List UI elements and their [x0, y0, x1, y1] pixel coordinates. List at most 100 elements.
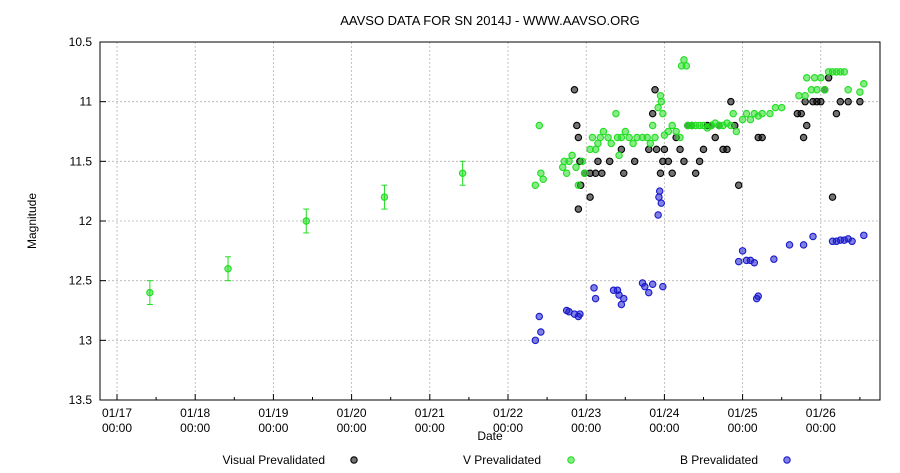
- data-point: [643, 133, 651, 142]
- y-tick-label: 12: [79, 214, 93, 228]
- data-point: [680, 157, 688, 166]
- plot-area: [146, 56, 868, 345]
- x-tick-sublabel: 00:00: [571, 421, 601, 435]
- data-point: [817, 74, 825, 82]
- data-point: [572, 163, 580, 172]
- x-tick-sublabel: 00:00: [415, 421, 445, 435]
- data-point: [801, 91, 809, 100]
- data-point: [641, 282, 649, 291]
- data-point: [734, 181, 743, 189]
- data-point: [659, 282, 667, 291]
- y-tick-label: 10.5: [69, 35, 93, 49]
- y-axis-label: Magnitude: [25, 193, 39, 249]
- x-tick-label: 01/18: [180, 406, 210, 420]
- data-point: [558, 163, 567, 172]
- data-point: [766, 109, 774, 118]
- data-point: [648, 280, 657, 288]
- data-point: [802, 121, 811, 130]
- data-point: [738, 115, 747, 124]
- legend-marker: [567, 456, 575, 464]
- data-point: [664, 127, 673, 136]
- x-tick-sublabel: 00:00: [337, 421, 367, 435]
- data-point: [562, 169, 571, 178]
- data-point: [539, 175, 547, 183]
- data-point: [860, 231, 868, 240]
- data-point: [645, 145, 653, 154]
- data-point: [531, 181, 540, 189]
- data-point: [799, 133, 808, 142]
- x-tick-sublabel: 00:00: [258, 421, 288, 435]
- data-point: [573, 121, 581, 130]
- series-v-prevalidated: [146, 56, 868, 297]
- data-point: [844, 85, 852, 94]
- data-point: [574, 133, 583, 142]
- axis-ticks: 01/1700:0001/1800:0001/1900:0001/2000:00…: [69, 35, 861, 435]
- data-point: [676, 133, 684, 142]
- data-point: [777, 103, 786, 112]
- x-axis-label: Date: [477, 429, 503, 443]
- series-b-prevalidated: [531, 187, 868, 345]
- data-point: [848, 237, 856, 246]
- data-point: [646, 139, 655, 148]
- chart-title: AAVSO DATA FOR SN 2014J - WWW.AAVSO.ORG: [340, 13, 640, 28]
- data-point: [809, 232, 817, 241]
- data-point: [711, 133, 719, 142]
- x-tick-sublabel: 00:00: [806, 421, 836, 435]
- data-point: [598, 169, 606, 178]
- data-point: [820, 85, 829, 94]
- data-point: [591, 294, 600, 303]
- legend-marker: [783, 456, 791, 464]
- data-point: [654, 103, 662, 112]
- data-point: [723, 145, 731, 154]
- data-point: [860, 80, 868, 88]
- data-point: [727, 121, 735, 130]
- data-point: [856, 97, 864, 106]
- data-point: [729, 109, 737, 118]
- data-point: [738, 247, 747, 255]
- legend-label: V Prevalidated: [463, 453, 541, 467]
- data-point: [770, 255, 778, 263]
- data-point: [734, 257, 743, 266]
- data-point: [785, 241, 794, 249]
- x-tick-label: 01/26: [806, 406, 836, 420]
- data-point: [657, 199, 666, 207]
- data-point: [576, 310, 584, 318]
- y-tick-label: 11: [80, 95, 93, 109]
- data-point: [732, 127, 741, 136]
- data-point: [659, 109, 667, 118]
- data-point: [648, 109, 657, 118]
- data-point: [607, 139, 615, 148]
- data-point: [656, 91, 665, 100]
- data-point: [746, 115, 755, 124]
- legend-label: Visual Prevalidated: [222, 453, 325, 467]
- x-tick-sublabel: 00:00: [728, 421, 758, 435]
- data-point: [656, 169, 665, 178]
- data-point: [615, 151, 623, 160]
- data-point: [856, 88, 864, 96]
- data-point: [742, 109, 751, 118]
- data-point: [580, 169, 589, 178]
- legend: Visual Prevalidated V Prevalidated B Preva…: [222, 453, 791, 467]
- data-point: [574, 181, 583, 189]
- data-point: [750, 259, 759, 267]
- data-point: [795, 91, 803, 100]
- legend-label: B Prevalidated: [680, 453, 758, 467]
- data-point: [672, 127, 680, 136]
- legend-marker: [350, 456, 358, 464]
- data-point: [612, 109, 620, 118]
- data-point: [664, 157, 673, 166]
- data-point: [590, 284, 598, 292]
- data-point: [535, 121, 544, 130]
- data-point: [604, 133, 612, 142]
- data-point: [621, 127, 630, 136]
- y-tick-label: 13: [79, 333, 93, 347]
- data-point: [828, 193, 837, 201]
- data-point: [668, 121, 676, 130]
- data-point: [699, 145, 708, 154]
- data-point: [802, 74, 811, 82]
- data-point: [617, 133, 626, 142]
- x-tick-sublabel: 00:00: [102, 421, 132, 435]
- x-tick-label: 01/25: [728, 406, 758, 420]
- data-point: [682, 62, 691, 70]
